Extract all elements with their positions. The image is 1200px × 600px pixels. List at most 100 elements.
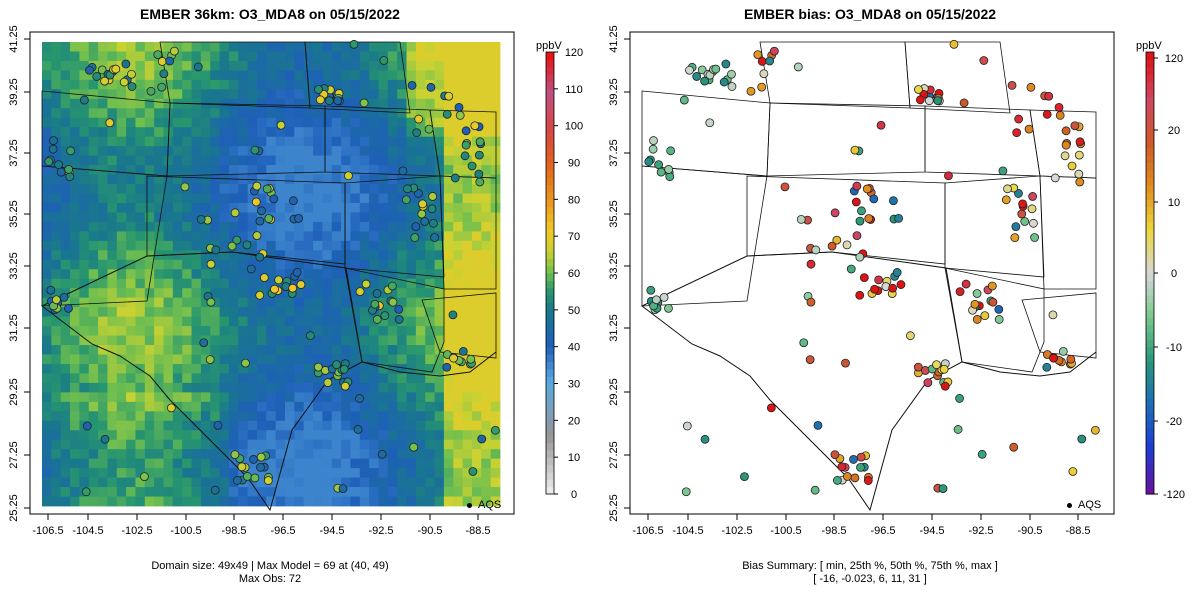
model-grid-cell — [453, 146, 464, 157]
model-grid-cell — [88, 487, 99, 497]
bias-station-marker — [1074, 169, 1084, 179]
model-grid-cell — [397, 212, 407, 223]
model-grid-cell — [434, 373, 445, 384]
model-grid-cell — [42, 326, 52, 336]
model-grid-cell — [107, 392, 118, 403]
model-grid-cell — [275, 79, 286, 90]
model-grid-cell — [172, 231, 183, 242]
model-grid-cell — [303, 165, 314, 175]
model-grid-cell — [322, 335, 333, 346]
model-colorbar-segment — [546, 96, 554, 105]
model-grid-cell — [135, 326, 146, 336]
model-grid-cell — [144, 335, 155, 346]
model-grid-cell — [490, 136, 501, 147]
model-grid-cell — [182, 373, 192, 384]
bias-colorbar-segment — [1146, 228, 1154, 237]
model-station-marker — [48, 144, 58, 154]
model-grid-cell — [98, 468, 108, 478]
model-grid-cell — [60, 98, 71, 109]
model-grid-cell — [406, 468, 417, 478]
bias-station-marker — [849, 455, 858, 464]
bias-station-marker — [1070, 121, 1080, 131]
model-grid-cell — [471, 259, 482, 270]
model-grid-cell — [313, 165, 323, 175]
model-grid-cell — [266, 231, 277, 242]
model-grid-cell — [107, 127, 118, 138]
model-grid-cell — [341, 146, 351, 157]
model-grid-cell — [294, 136, 305, 147]
model-grid-cell — [42, 439, 52, 450]
model-x-tick-label: -92.5 — [368, 525, 393, 537]
model-grid-cell — [60, 487, 71, 497]
model-grid-cell — [275, 430, 286, 441]
model-grid-cell — [210, 42, 220, 52]
model-grid-cell — [415, 373, 426, 384]
model-grid-cell — [219, 430, 230, 441]
model-grid-cell — [70, 60, 80, 71]
model-grid-cell — [191, 288, 202, 299]
model-grid-cell — [369, 449, 379, 460]
model-grid-cell — [275, 212, 286, 223]
model-grid-cell — [294, 430, 305, 441]
bias-x-tick-label: -106.5 — [632, 525, 663, 537]
model-grid-cell — [42, 449, 52, 460]
bias-station-marker — [830, 208, 840, 218]
model-grid-cell — [116, 487, 127, 497]
model-grid-cell — [406, 382, 417, 393]
model-grid-cell — [397, 477, 407, 488]
model-grid-cell — [397, 496, 407, 507]
model-grid-cell — [219, 250, 230, 261]
model-grid-cell — [116, 430, 127, 441]
model-grid-cell — [490, 212, 501, 223]
model-grid-cell — [182, 430, 192, 441]
model-grid-cell — [238, 430, 249, 441]
model-grid-cell — [331, 392, 342, 403]
bias-station-marker — [1075, 177, 1085, 187]
model-grid-cell — [322, 51, 333, 62]
model-grid-cell — [294, 468, 305, 478]
bias-y-tick-label: 33.25 — [608, 252, 620, 280]
model-grid-cell — [331, 231, 342, 242]
model-grid-cell — [135, 363, 146, 374]
model-grid-cell — [266, 117, 277, 128]
model-colorbar-segment — [546, 169, 554, 178]
model-grid-cell — [154, 307, 164, 318]
bias-colorbar-label: -120 — [1163, 489, 1185, 501]
model-grid-cell — [107, 363, 118, 374]
model-grid-cell — [238, 98, 249, 109]
model-grid-cell — [60, 458, 71, 469]
model-grid-cell — [60, 202, 71, 213]
bias-station-marker — [979, 56, 989, 65]
model-grid-cell — [471, 60, 482, 71]
model-grid-cell — [228, 79, 239, 90]
model-grid-cell — [163, 278, 174, 289]
model-grid-cell — [481, 259, 492, 270]
model-grid-cell — [219, 165, 230, 175]
model-grid-cell — [88, 411, 99, 422]
model-grid-cell — [350, 449, 361, 460]
bias-colorbar-segment — [1146, 427, 1154, 436]
model-grid-cell — [313, 136, 323, 147]
model-grid-cell — [471, 193, 482, 204]
model-grid-cell — [210, 212, 220, 223]
model-grid-cell — [219, 278, 230, 289]
bias-station-marker — [740, 472, 749, 482]
model-grid-cell — [247, 411, 258, 422]
model-grid-cell — [238, 307, 249, 318]
model-grid-cell — [387, 221, 398, 232]
model-grid-cell — [341, 326, 351, 336]
model-grid-cell — [60, 477, 71, 488]
model-grid-cell — [219, 108, 230, 119]
model-station-marker — [210, 485, 220, 495]
model-grid-cell — [294, 146, 305, 157]
model-grid-cell — [172, 221, 183, 232]
bias-colorbar-segment — [1146, 331, 1154, 340]
bias-station-marker — [1009, 442, 1019, 452]
model-grid-cell — [200, 250, 211, 261]
model-grid-cell — [378, 240, 389, 251]
model-grid-cell — [256, 345, 267, 355]
bias-station-marker — [700, 76, 709, 86]
model-grid-cell — [425, 174, 435, 185]
model-station-marker — [250, 473, 260, 483]
bias-station-marker — [959, 98, 969, 108]
